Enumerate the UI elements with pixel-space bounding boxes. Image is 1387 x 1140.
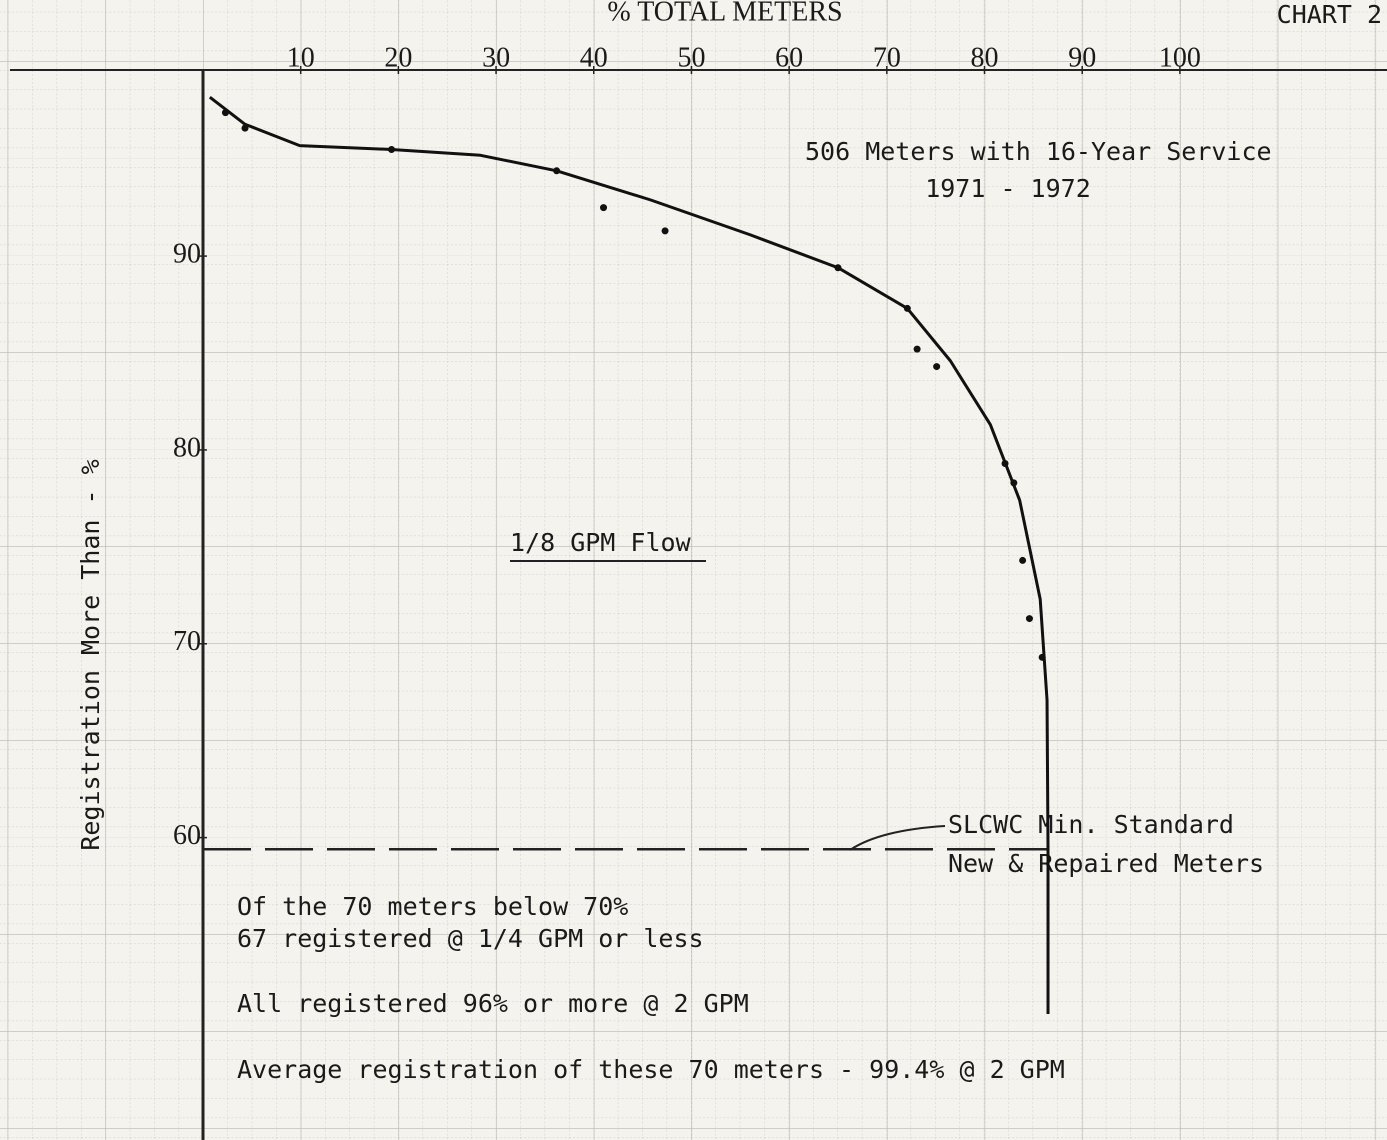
data-point [834, 264, 842, 272]
data-point [600, 204, 608, 212]
data-point [1010, 479, 1018, 487]
annotation: 506 Meters with 16-Year Service [805, 137, 1272, 166]
data-point [1019, 556, 1027, 564]
data-point [221, 109, 229, 117]
x-axis-title: % TOTAL METERS [607, 0, 842, 27]
note: 67 registered @ 1/4 GPM or less [237, 924, 704, 953]
data-point [661, 227, 669, 235]
data-point [388, 145, 396, 153]
note: All registered 96% or more @ 2 GPM [237, 989, 749, 1018]
y-axis-title: Registration More Than - % [76, 459, 105, 850]
y-tick-label: 90 [173, 239, 201, 270]
reference-label: SLCWC Min. Standard [948, 810, 1234, 839]
data-point [553, 167, 561, 175]
annotation: 1/8 GPM Flow [510, 528, 692, 557]
data-point [1001, 459, 1009, 467]
y-tick-label: 60 [173, 820, 201, 851]
leader-line [849, 825, 946, 851]
y-tick-label: 70 [173, 626, 201, 657]
reference-label: New & Repaired Meters [948, 849, 1264, 878]
data-point [933, 363, 941, 371]
data-point [903, 304, 911, 312]
y-tick-label: 80 [173, 432, 201, 463]
chart-label: CHART 2 [1277, 0, 1382, 29]
annotation: 1971 - 1972 [925, 174, 1091, 203]
data-point [1025, 615, 1033, 623]
data-point [241, 124, 249, 132]
note: Average registration of these 70 meters … [237, 1055, 1065, 1084]
data-point [1038, 653, 1046, 661]
data-point [913, 345, 921, 353]
note: Of the 70 meters below 70% [237, 892, 628, 921]
